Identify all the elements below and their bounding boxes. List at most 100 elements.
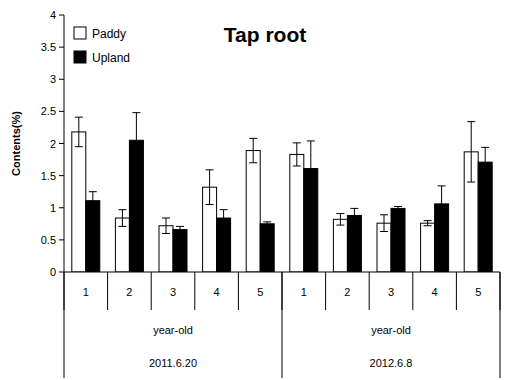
error-bar [249, 138, 257, 162]
y-tick [59, 207, 64, 208]
error-cap [467, 182, 475, 183]
error-cap [162, 233, 170, 234]
error-cap [263, 221, 271, 222]
bar [217, 218, 231, 272]
error-cap [220, 226, 228, 227]
error-bar [162, 218, 170, 233]
category-separator [151, 272, 152, 310]
category-separator [412, 272, 413, 310]
error-bar [118, 210, 126, 227]
error-line [296, 143, 297, 166]
error-cap [220, 209, 228, 210]
error-line [427, 221, 428, 226]
error-cap [467, 121, 475, 122]
error-line [166, 218, 167, 233]
bar [72, 132, 86, 272]
legend-label: Upland [92, 51, 130, 65]
bar [290, 154, 304, 272]
bar [333, 219, 347, 272]
error-cap [206, 204, 214, 205]
error-cap [438, 185, 446, 186]
error-cap [380, 231, 388, 232]
y-tick [59, 111, 64, 112]
y-tick [59, 175, 64, 176]
error-bar [206, 170, 214, 205]
error-line [471, 122, 472, 182]
y-tick [59, 79, 64, 80]
error-cap [350, 208, 358, 209]
title: Tap root [224, 23, 306, 46]
error-bar [75, 117, 83, 147]
error-cap [176, 226, 184, 227]
error-cap [118, 209, 126, 210]
error-cap [162, 218, 170, 219]
category-separator [325, 272, 326, 310]
x-tick-label: 1 [301, 286, 307, 298]
x-tick-label: 5 [257, 286, 263, 298]
y-tick [59, 15, 64, 16]
error-bar [438, 186, 446, 222]
error-line [398, 206, 399, 210]
bar [347, 215, 361, 272]
plot-area [72, 113, 492, 272]
error-line [78, 117, 79, 147]
chart: Tap rootContents(%)00.511.522.533.541234… [0, 0, 532, 380]
error-line [354, 208, 355, 222]
error-bar [220, 210, 228, 227]
error-cap [394, 210, 402, 211]
error-cap [350, 222, 358, 223]
error-bar [293, 143, 301, 166]
error-cap [118, 226, 126, 227]
error-line [122, 210, 123, 227]
error-bar [380, 215, 388, 232]
x-tick-label: 3 [170, 286, 176, 298]
error-cap [336, 213, 344, 214]
error-cap [293, 142, 301, 143]
x-tick-label: 2 [126, 286, 132, 298]
group-label: year-old [153, 324, 193, 336]
legend-swatch [74, 51, 86, 63]
y-tick [59, 47, 64, 48]
y-tick-label: 2 [50, 138, 56, 150]
error-cap [336, 225, 344, 226]
group-separator [282, 272, 283, 378]
category-separator [107, 272, 108, 310]
error-cap [424, 220, 432, 221]
error-cap [394, 206, 402, 207]
error-cap [307, 196, 315, 197]
error-bar [394, 206, 402, 210]
error-line [340, 214, 341, 226]
error-cap [380, 214, 388, 215]
error-bar [467, 122, 475, 182]
x-tick-label: 2 [344, 286, 350, 298]
group-date: 2012.6.8 [370, 357, 413, 369]
x-tick-label: 1 [83, 286, 89, 298]
y-axis [64, 15, 65, 272]
error-bar [350, 208, 358, 222]
category-separator [238, 272, 239, 310]
y-tick-label: 4 [50, 9, 56, 21]
error-line [223, 210, 224, 227]
error-cap [307, 140, 315, 141]
bar [260, 224, 274, 272]
bar [173, 230, 187, 272]
y-tick-label: 3.5 [41, 41, 56, 53]
bar [86, 201, 100, 272]
error-cap [206, 169, 214, 170]
error-cap [481, 176, 489, 177]
bar [421, 223, 435, 272]
error-cap [132, 167, 140, 168]
error-cap [249, 162, 257, 163]
error-bar [176, 226, 184, 232]
legend-swatch [74, 27, 86, 39]
error-cap [89, 209, 97, 210]
error-cap [438, 221, 446, 222]
y-tick [59, 143, 64, 144]
bar [478, 162, 492, 272]
error-line [209, 170, 210, 205]
error-bar [307, 141, 315, 196]
error-line [485, 147, 486, 177]
error-bar [336, 214, 344, 226]
y-tick-label: 3 [50, 73, 56, 85]
bar [246, 151, 260, 272]
